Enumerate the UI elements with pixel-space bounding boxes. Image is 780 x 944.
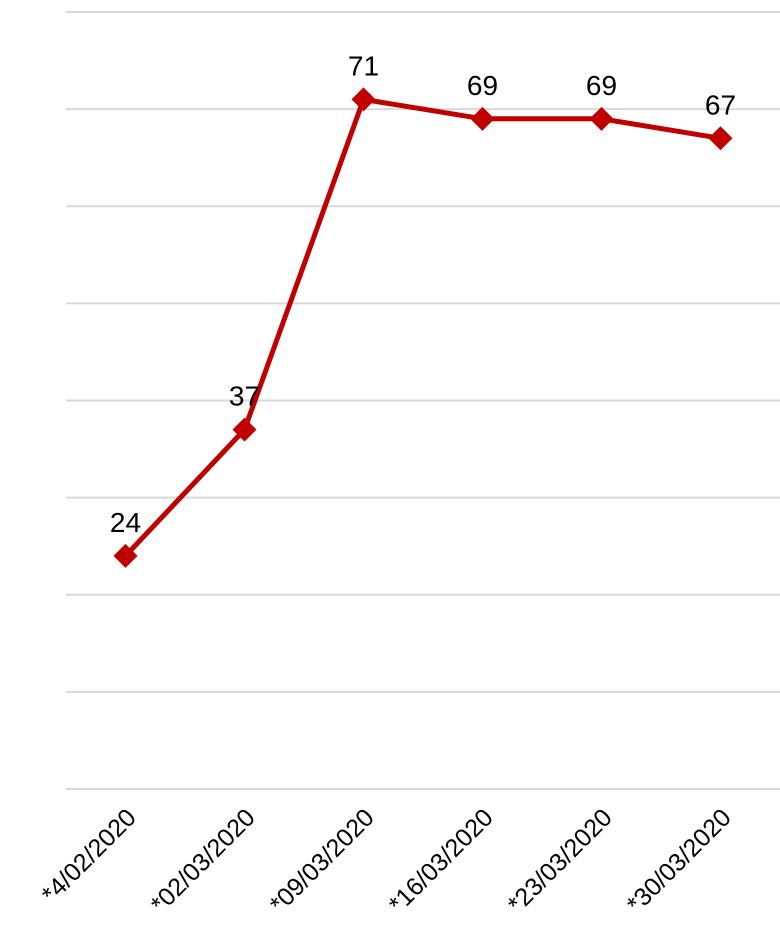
data-point-3 xyxy=(470,106,495,131)
data-point-2 xyxy=(351,87,376,112)
data-label-0: 24 xyxy=(110,507,141,538)
data-point-1 xyxy=(232,417,257,442)
x-tick-label-2: *09/03/2020 xyxy=(265,803,380,918)
x-tick-label-4: *23/03/2020 xyxy=(503,803,618,918)
x-tick-label-5: *30/03/2020 xyxy=(622,803,737,918)
data-label-2: 71 xyxy=(348,50,379,81)
series-group xyxy=(123,96,723,559)
data-label-3: 69 xyxy=(467,70,498,101)
x-tick-label-1: *02/03/2020 xyxy=(146,803,261,918)
data-point-5 xyxy=(708,126,733,151)
data-label-5: 67 xyxy=(705,89,736,120)
data-labels-group: 24 37 71 69 69 67 xyxy=(110,50,736,537)
x-axis-tick-labels: *4/02/2020 *02/03/2020 *09/03/2020 *16/03/2… xyxy=(36,803,736,918)
data-label-1: 37 xyxy=(229,381,260,412)
data-point-4 xyxy=(589,106,614,131)
data-label-4: 69 xyxy=(586,70,617,101)
data-point-0 xyxy=(113,543,138,568)
x-tick-label-3: *16/03/2020 xyxy=(384,803,499,918)
markers-group xyxy=(113,87,733,568)
gridlines xyxy=(66,11,780,790)
x-tick-label-0: *4/02/2020 xyxy=(36,803,141,908)
series-line xyxy=(123,96,723,559)
